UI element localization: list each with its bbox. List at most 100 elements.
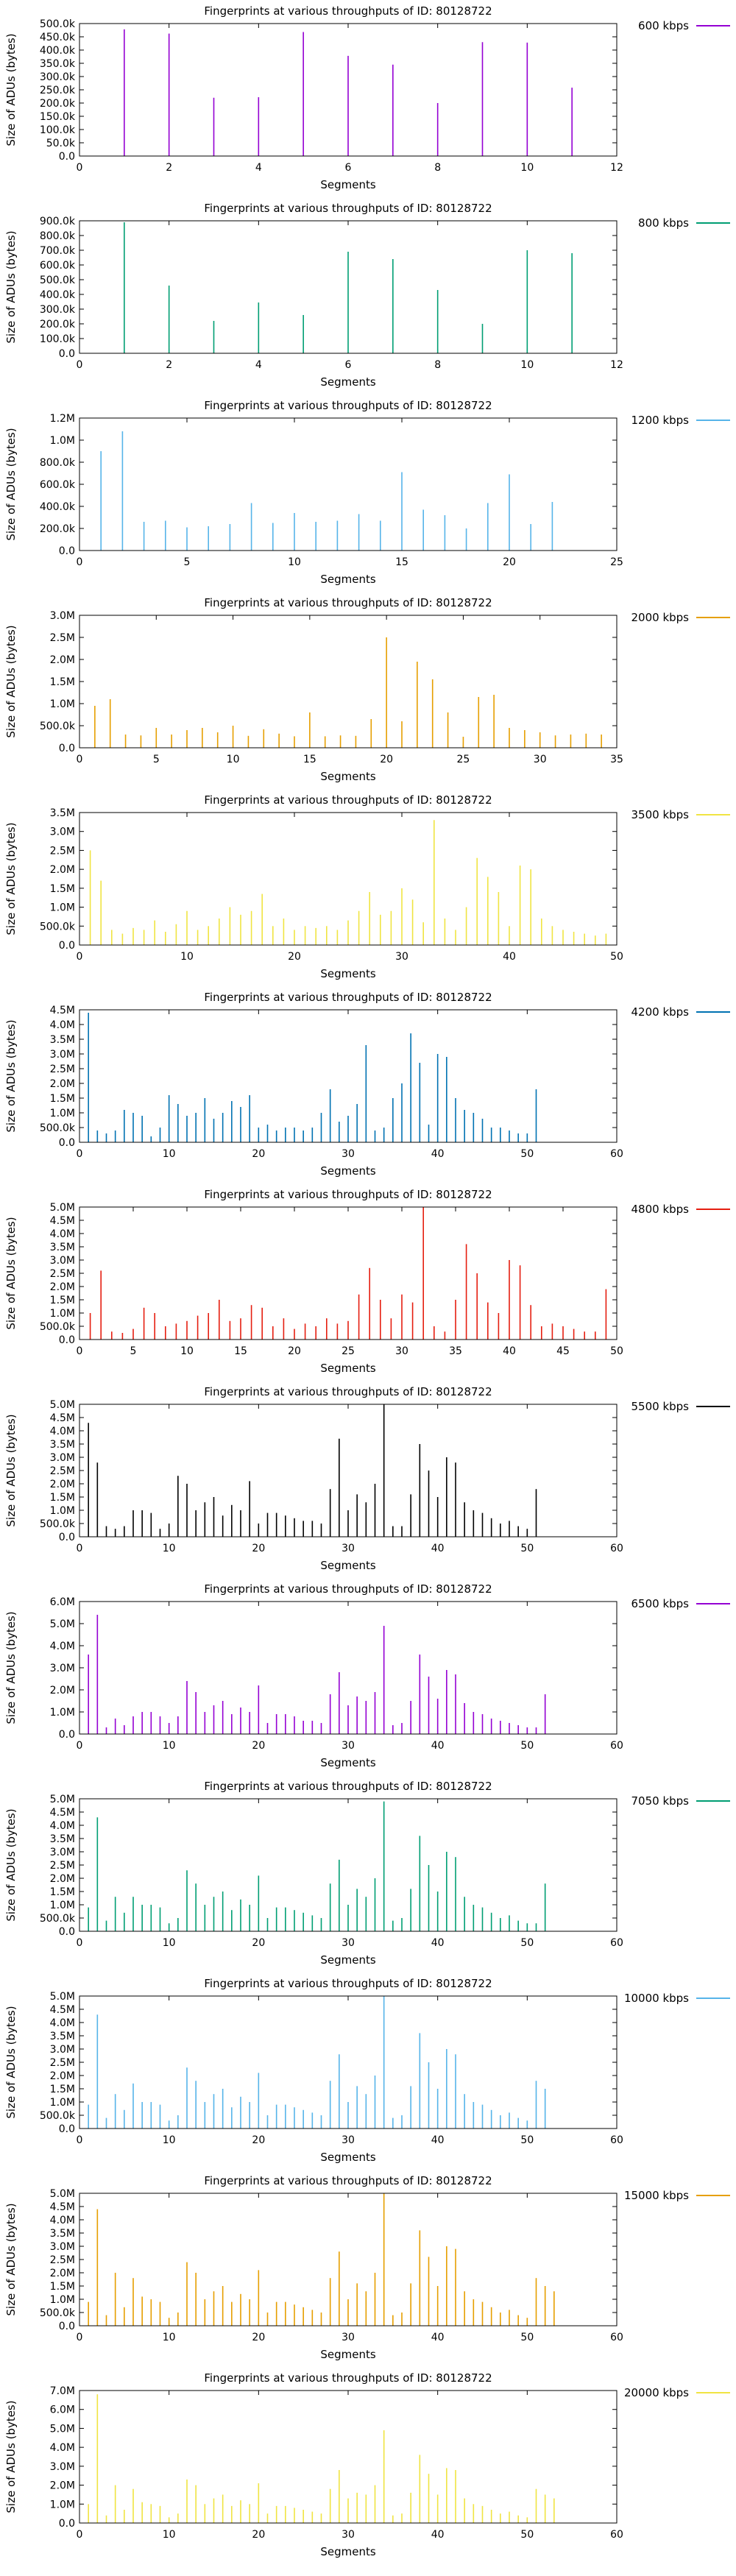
x-tick-label: 40 [431, 2529, 445, 2541]
x-tick-label: 30 [342, 1543, 355, 1554]
legend-label: 5500 kbps [631, 1400, 690, 1413]
x-tick-label: 2 [166, 359, 172, 371]
y-tick-label: 4.5M [50, 1005, 75, 1016]
x-tick-label: 40 [503, 1345, 516, 1357]
chart-2: Fingerprints at various throughputs of I… [4, 202, 730, 389]
x-tick-label: 4 [255, 359, 262, 371]
y-tick-label: 1.0M [50, 1108, 75, 1119]
chart-6: Fingerprints at various throughputs of I… [4, 991, 730, 1178]
x-axis-label: Segments [320, 178, 376, 191]
legend-label: 10000 kbps [624, 1992, 689, 2005]
plot-frame [79, 1798, 618, 1932]
y-tick-label: 2.0M [50, 1281, 75, 1293]
plot-frame [79, 1404, 618, 1538]
chart-11: Fingerprints at various throughputs of I… [4, 1977, 730, 2164]
y-tick-label: 0.0 [59, 940, 75, 952]
plot-frame [79, 23, 618, 157]
y-tick-label: 4.0M [50, 2442, 75, 2454]
y-tick-label: 0.0 [59, 2321, 75, 2332]
x-tick-label: 20 [503, 556, 516, 568]
x-tick-label: 30 [342, 2529, 355, 2541]
chart-7: Fingerprints at various throughputs of I… [4, 1188, 730, 1375]
x-tick-label: 25 [342, 1345, 355, 1357]
x-tick-label: 20 [252, 1740, 265, 1752]
chart-title: Fingerprints at various throughputs of I… [204, 596, 492, 609]
y-tick-label: 900.0k [40, 216, 76, 227]
legend-label: 7050 kbps [631, 1794, 690, 1808]
y-tick-label: 1.5M [50, 2084, 75, 2095]
x-tick-label: 30 [342, 2134, 355, 2146]
plot-frame [79, 2193, 618, 2326]
plot-frame [79, 1206, 618, 1340]
x-tick-label: 50 [520, 2134, 534, 2146]
y-tick-label: 3.5M [50, 1833, 75, 1845]
x-tick-label: 10 [163, 2332, 176, 2343]
y-tick-label: 3.0M [50, 2044, 75, 2056]
plot-frame [79, 812, 618, 946]
x-tick-label: 0 [77, 1543, 83, 1554]
y-tick-label: 4.0M [50, 1228, 75, 1240]
x-tick-label: 20 [288, 1345, 301, 1357]
y-tick-label: 3.0M [50, 2461, 75, 2473]
chart-3: Fingerprints at various throughputs of I… [4, 399, 730, 586]
y-tick-label: 2.5M [50, 632, 75, 644]
legend-label: 15000 kbps [624, 2189, 689, 2202]
chart-title: Fingerprints at various throughputs of I… [204, 1977, 492, 1990]
chart-title: Fingerprints at various throughputs of I… [204, 2371, 492, 2385]
y-tick-label: 0.0 [59, 1926, 75, 1938]
x-tick-label: 0 [77, 1345, 83, 1357]
x-tick-label: 50 [520, 2529, 534, 2541]
x-tick-label: 0 [77, 2529, 83, 2541]
x-tick-label: 0 [77, 951, 83, 963]
y-tick-label: 500.0k [40, 1518, 76, 1530]
y-tick-label: 3.5M [50, 1242, 75, 1253]
legend-label: 600 kbps [638, 19, 689, 32]
legend-label: 2000 kbps [631, 611, 690, 624]
y-tick-label: 0.0 [59, 1137, 75, 1149]
y-tick-label: 1.0M [50, 698, 75, 710]
y-tick-label: 2.0M [50, 1078, 75, 1090]
y-tick-label: 1.0M [50, 2294, 75, 2306]
x-tick-label: 10 [180, 951, 194, 963]
x-tick-label: 50 [520, 1148, 534, 1160]
x-tick-label: 5 [184, 556, 191, 568]
y-axis-label: Size of ADUs (bytes) [4, 230, 18, 343]
x-tick-label: 15 [234, 1345, 247, 1357]
chart-title: Fingerprints at various throughputs of I… [204, 4, 492, 18]
x-tick-label: 8 [434, 162, 441, 174]
y-tick-label: 0.0 [59, 151, 75, 163]
y-tick-label: 2.5M [50, 2057, 75, 2069]
x-tick-label: 10 [163, 1148, 176, 1160]
chart-title: Fingerprints at various throughputs of I… [204, 1188, 492, 1201]
legend-label: 3500 kbps [631, 808, 690, 821]
x-tick-label: 10 [163, 2529, 176, 2541]
y-tick-label: 1.0M [50, 1900, 75, 1911]
x-tick-label: 30 [395, 951, 408, 963]
y-tick-label: 2.5M [50, 845, 75, 857]
x-tick-label: 12 [610, 359, 623, 371]
y-tick-label: 100.0k [40, 333, 76, 345]
chart-13: Fingerprints at various throughputs of I… [4, 2371, 730, 2558]
x-tick-label: 0 [77, 2134, 83, 2146]
y-tick-label: 4.0M [50, 1426, 75, 1437]
x-tick-label: 0 [77, 1740, 83, 1752]
y-tick-label: 300.0k [40, 304, 76, 316]
y-tick-label: 0.0 [59, 545, 75, 557]
x-tick-label: 30 [395, 1345, 408, 1357]
x-tick-label: 20 [252, 2134, 265, 2146]
y-tick-label: 2.0M [50, 2268, 75, 2279]
y-tick-label: 3.0M [50, 827, 75, 838]
y-tick-label: 1.5M [50, 1295, 75, 1306]
y-tick-label: 400.0k [40, 45, 76, 57]
y-axis-label: Size of ADUs (bytes) [4, 33, 18, 146]
chart-title: Fingerprints at various throughputs of I… [204, 1582, 492, 1596]
x-axis-label: Segments [320, 967, 376, 980]
y-tick-label: 3.5M [50, 807, 75, 819]
x-tick-label: 40 [431, 2332, 445, 2343]
y-tick-label: 700.0k [40, 245, 76, 257]
y-tick-label: 7.0M [50, 2385, 75, 2397]
x-tick-label: 60 [610, 2529, 623, 2541]
y-tick-label: 450.0k [40, 32, 76, 43]
x-axis-label: Segments [320, 1559, 376, 1572]
x-tick-label: 30 [342, 1937, 355, 1949]
